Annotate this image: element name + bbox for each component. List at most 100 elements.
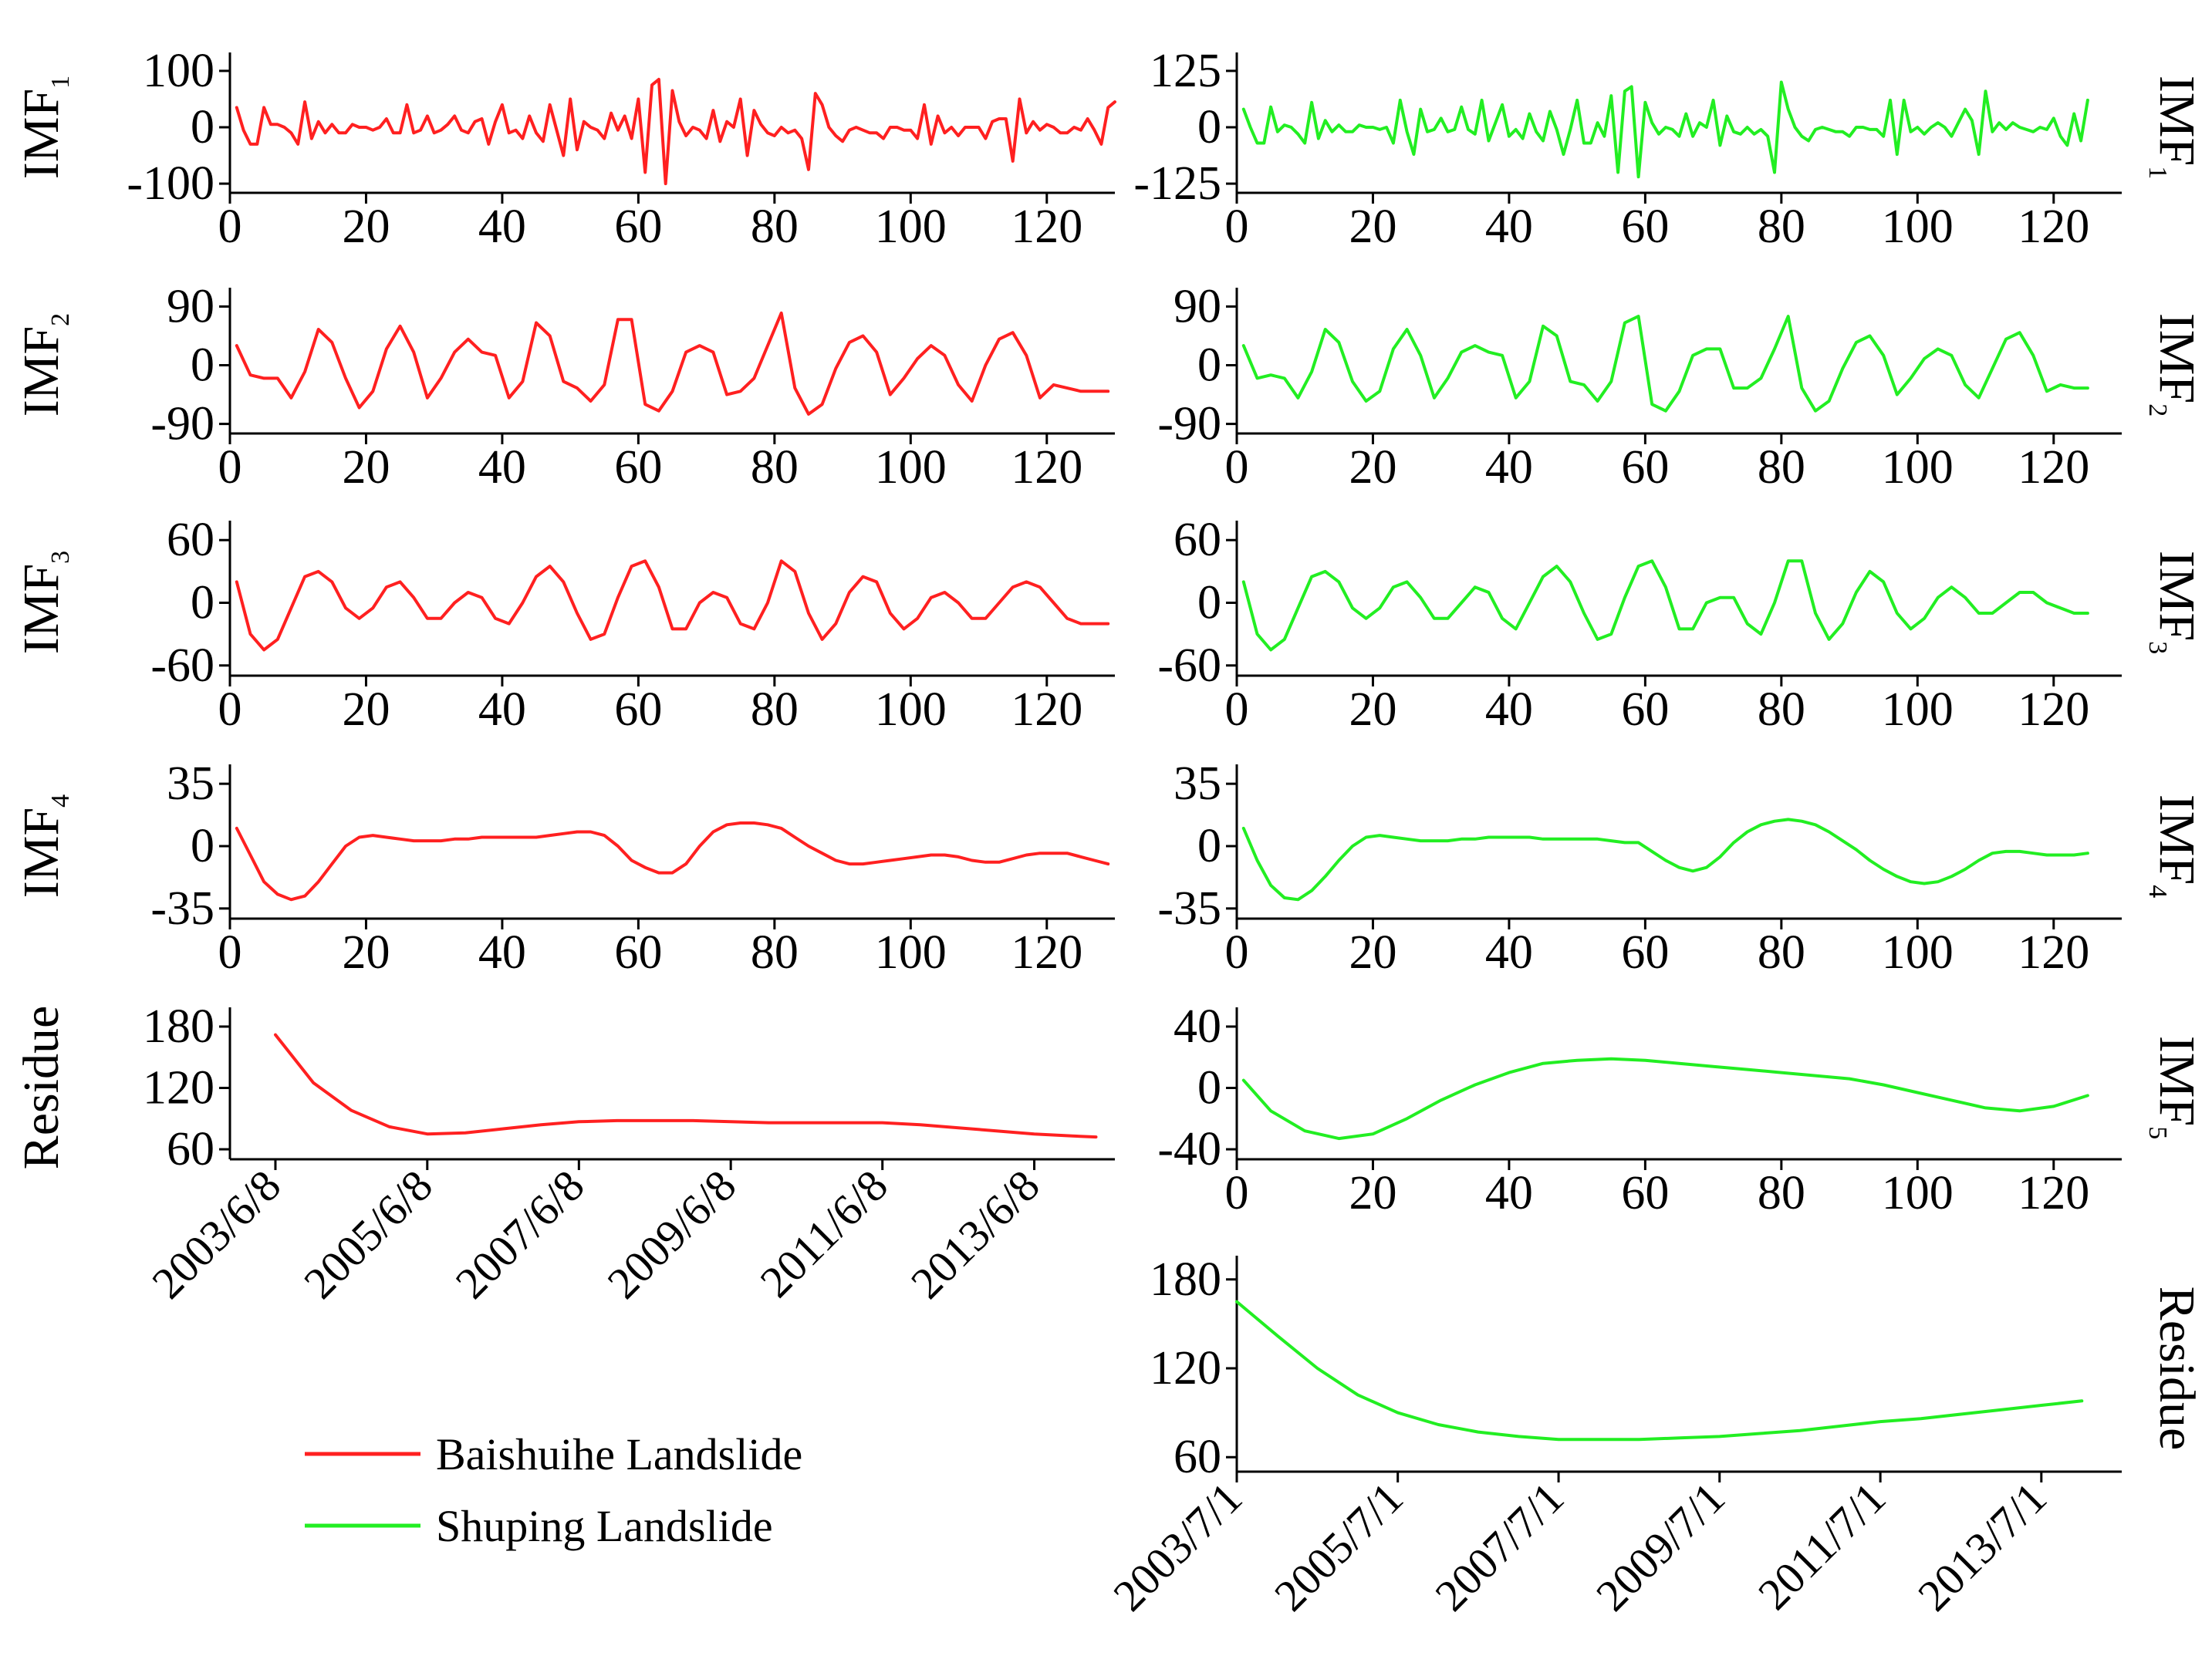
y-tick-label: 0 bbox=[1197, 339, 1221, 392]
x-tick-label: 20 bbox=[342, 683, 390, 736]
series-line bbox=[1235, 1300, 2084, 1442]
y-axis-label: IMF4 bbox=[2143, 794, 2205, 898]
x-tick-label: 100 bbox=[875, 926, 947, 979]
x-tick-label: 40 bbox=[1485, 441, 1533, 494]
x-tick-label: 20 bbox=[1349, 441, 1396, 494]
y-axis-label: IMF1 bbox=[2143, 76, 2205, 179]
x-tick-label: 0 bbox=[218, 201, 242, 253]
x-tick-label: 120 bbox=[2018, 683, 2089, 736]
y-tick-label: 60 bbox=[1174, 514, 1221, 566]
x-tick-label: 2011/6/8 bbox=[751, 1160, 897, 1307]
x-tick-label: 0 bbox=[218, 441, 242, 494]
y-axis-label: Residue bbox=[2149, 1287, 2205, 1451]
x-tick-label: 120 bbox=[2018, 926, 2089, 979]
series-line bbox=[235, 559, 1110, 652]
x-tick-label: 2007/7/1 bbox=[1425, 1472, 1573, 1621]
series-line bbox=[235, 821, 1110, 902]
x-tick-label: 60 bbox=[614, 926, 662, 979]
y-axis-label: IMF4 bbox=[13, 794, 75, 898]
y-axis-label-subscript: 5 bbox=[2143, 1126, 2172, 1139]
y-tick-label: -125 bbox=[1133, 157, 1221, 210]
x-tick-label: 100 bbox=[1882, 201, 1954, 253]
y-axis-label: IMF3 bbox=[2143, 551, 2205, 654]
x-tick-label: 20 bbox=[1349, 201, 1396, 253]
x-tick-label: 80 bbox=[751, 201, 799, 253]
x-tick-label: 120 bbox=[1011, 926, 1082, 979]
x-tick-label: 100 bbox=[1882, 441, 1954, 494]
x-tick-label: 120 bbox=[1011, 201, 1082, 253]
y-tick-label: 0 bbox=[191, 820, 214, 872]
x-tick-label: 80 bbox=[1758, 683, 1805, 736]
x-tick-label: 40 bbox=[478, 683, 526, 736]
y-tick-label: 120 bbox=[143, 1062, 214, 1115]
x-tick-label: 100 bbox=[1882, 926, 1954, 979]
series-line bbox=[1241, 315, 2089, 413]
x-tick-label: 20 bbox=[342, 201, 390, 253]
y-tick-label: 0 bbox=[191, 101, 214, 153]
y-tick-label: 125 bbox=[1150, 45, 1221, 97]
x-tick-label: 120 bbox=[1011, 441, 1082, 494]
y-axis-label: Residue bbox=[13, 1006, 69, 1170]
x-tick-label: 20 bbox=[1349, 683, 1396, 736]
y-axis-label-subscript: 3 bbox=[2143, 641, 2172, 654]
x-tick-label: 2005/6/8 bbox=[294, 1160, 442, 1308]
x-tick-label: 120 bbox=[2018, 441, 2089, 494]
x-tick-label: 2005/7/1 bbox=[1265, 1472, 1413, 1621]
y-tick-label: 40 bbox=[1174, 1000, 1221, 1053]
series-line bbox=[1241, 80, 2089, 179]
x-tick-label: 80 bbox=[751, 441, 799, 494]
x-tick-label: 0 bbox=[1225, 926, 1249, 979]
x-tick-label: 0 bbox=[1225, 1167, 1249, 1219]
series-line bbox=[1241, 1057, 2089, 1141]
x-tick-label: 40 bbox=[478, 201, 526, 253]
x-tick-label: 20 bbox=[1349, 1167, 1396, 1219]
x-tick-label: 0 bbox=[1225, 201, 1249, 253]
y-tick-label: 90 bbox=[1174, 280, 1221, 332]
series-line bbox=[274, 1033, 1098, 1139]
x-tick-label: 100 bbox=[875, 683, 947, 736]
y-tick-label: 180 bbox=[143, 1000, 214, 1053]
y-tick-label: 60 bbox=[167, 514, 214, 566]
y-axis-label: IMF5 bbox=[2143, 1036, 2205, 1139]
x-tick-label: 20 bbox=[342, 926, 390, 979]
x-tick-label: 100 bbox=[1882, 683, 1954, 736]
x-tick-label: 60 bbox=[614, 201, 662, 253]
x-tick-label: 60 bbox=[1621, 1167, 1669, 1219]
y-tick-label: -35 bbox=[1157, 882, 1221, 935]
x-tick-label: 40 bbox=[478, 441, 526, 494]
y-axis-label: IMF2 bbox=[13, 313, 75, 417]
y-axis-label-subscript: 1 bbox=[2143, 166, 2172, 179]
x-tick-label: 2013/7/1 bbox=[1908, 1472, 2056, 1621]
x-tick-label: 40 bbox=[478, 926, 526, 979]
x-tick-label: 100 bbox=[875, 201, 947, 253]
y-axis-label-subscript: 1 bbox=[46, 76, 75, 89]
x-tick-label: 60 bbox=[1621, 926, 1669, 979]
x-tick-label: 60 bbox=[614, 683, 662, 736]
x-tick-label: 60 bbox=[1621, 441, 1669, 494]
x-tick-label: 100 bbox=[875, 441, 947, 494]
x-tick-label: 80 bbox=[1758, 926, 1805, 979]
x-tick-label: 0 bbox=[218, 926, 242, 979]
x-tick-label: 40 bbox=[1485, 926, 1533, 979]
x-tick-label: 120 bbox=[2018, 201, 2089, 253]
x-tick-label: 40 bbox=[1485, 1167, 1533, 1219]
y-tick-label: -90 bbox=[1157, 398, 1221, 450]
y-axis-label: IMF3 bbox=[13, 551, 75, 654]
x-tick-label: 80 bbox=[1758, 201, 1805, 253]
x-tick-label: 2013/6/8 bbox=[901, 1160, 1049, 1308]
series-line bbox=[1241, 559, 2089, 652]
x-tick-label: 40 bbox=[1485, 683, 1533, 736]
x-tick-label: 2003/7/1 bbox=[1103, 1472, 1251, 1621]
x-tick-label: 80 bbox=[751, 926, 799, 979]
y-tick-label: 0 bbox=[1197, 1062, 1221, 1115]
x-tick-label: 120 bbox=[2018, 1167, 2089, 1219]
x-tick-label: 20 bbox=[342, 441, 390, 494]
y-tick-label: 60 bbox=[167, 1123, 214, 1175]
legend-label: Baishuihe Landslide bbox=[436, 1429, 802, 1479]
